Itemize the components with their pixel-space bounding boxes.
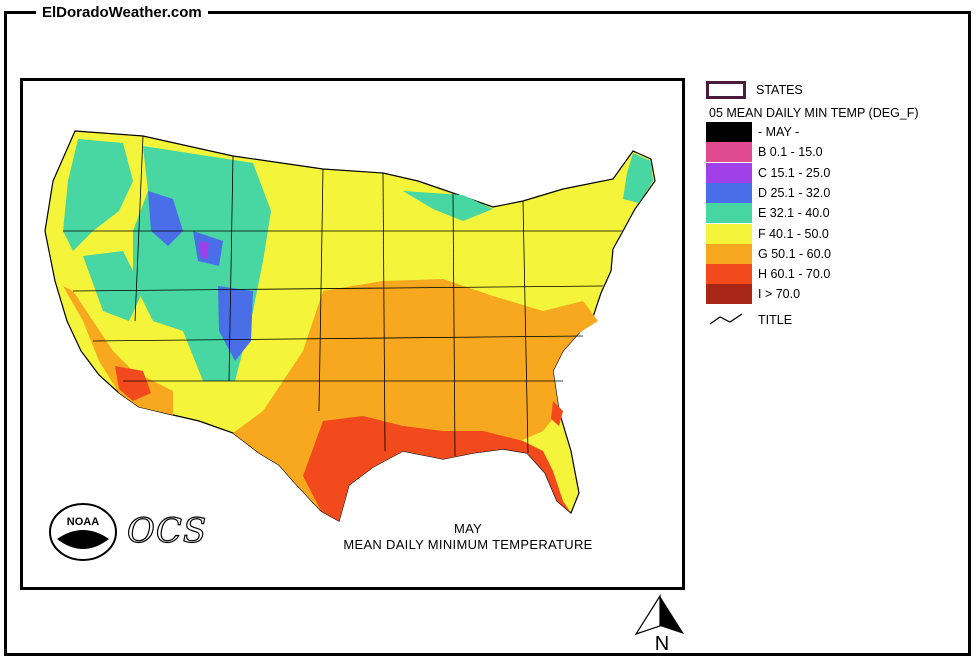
- north-label: N: [655, 633, 669, 654]
- legend-swatch: [706, 284, 752, 305]
- legend-class-row: B 0.1 - 15.0: [706, 142, 823, 163]
- temperature-map: [44, 130, 656, 522]
- legend-class-row: E 32.1 - 40.0: [706, 203, 830, 224]
- legend-class-row: I > 70.0: [706, 284, 801, 305]
- site-title: ElDoradoWeather.com: [36, 3, 208, 23]
- legend-swatch: [706, 264, 752, 285]
- states-swatch: [706, 81, 746, 99]
- zone-h-gulf: [303, 416, 571, 521]
- zone-h-southeast-coast: [551, 401, 563, 426]
- noaa-logo: NOAA: [47, 501, 119, 568]
- state-boundaries: [63, 135, 623, 457]
- caption-month: MAY: [453, 521, 483, 536]
- legend-class-label: H 60.1 - 70.0: [758, 267, 831, 282]
- zone-e-northwest: [63, 139, 133, 251]
- legend-title-line: TITLE: [706, 310, 792, 330]
- legend-title: 05 MEAN DAILY MIN TEMP (DEG_F): [709, 106, 919, 120]
- legend-title-line-label: TITLE: [758, 313, 793, 327]
- zone-e-new-england: [623, 153, 653, 203]
- ocs-logo: OCS: [126, 510, 208, 551]
- zone-e-sierra: [83, 251, 143, 321]
- legend-swatch: [706, 162, 752, 183]
- zone-e-great-lakes: [403, 191, 493, 221]
- legend-class-row: G 50.1 - 60.0: [706, 243, 831, 264]
- noaa-logo-text: NOAA: [67, 516, 99, 528]
- map-panel: NOAA OCS MAY MEAN DAILY MINIMUM TEMPERAT…: [20, 78, 685, 590]
- legend-class-row: H 60.1 - 70.0: [706, 264, 831, 285]
- legend-class-row: - MAY -: [706, 122, 799, 142]
- legend-class-label: B 0.1 - 15.0: [758, 145, 823, 160]
- legend-swatch: [706, 203, 752, 224]
- map-caption: MAY MEAN DAILY MINIMUM TEMPERATURE: [323, 521, 613, 553]
- legend-class-label: E 32.1 - 40.0: [758, 206, 830, 221]
- outer-frame: [4, 11, 971, 656]
- legend-swatch: [706, 243, 752, 264]
- legend-class-label: D 25.1 - 32.0: [758, 185, 831, 200]
- legend-class-row: C 15.1 - 25.0: [706, 162, 831, 183]
- legend-class-label: I > 70.0: [758, 287, 801, 302]
- legend-swatch: [706, 182, 752, 203]
- legend-class-row: D 25.1 - 32.0: [706, 182, 831, 203]
- title-line-icon: [709, 313, 743, 325]
- legend-class-label: F 40.1 - 50.0: [758, 226, 829, 241]
- zone-d-colorado: [218, 286, 253, 361]
- legend-states-label: STATES: [756, 83, 803, 97]
- legend-swatch: [706, 142, 752, 163]
- north-arrow-icon: N: [632, 592, 688, 659]
- caption-title: MEAN DAILY MINIMUM TEMPERATURE: [343, 537, 593, 552]
- legend-swatch: [706, 223, 752, 244]
- legend-class-label: - MAY -: [758, 125, 800, 139]
- legend-swatch: [706, 122, 752, 142]
- legend-class-label: C 15.1 - 25.0: [758, 165, 831, 180]
- legend-class-row: F 40.1 - 50.0: [706, 223, 829, 244]
- zone-h-southwest: [115, 366, 151, 401]
- zone-d-yellowstone: [148, 191, 183, 246]
- legend-class-label: G 50.1 - 60.0: [758, 246, 831, 261]
- zone-c-peak: [199, 241, 209, 259]
- legend-states: STATES: [706, 80, 803, 100]
